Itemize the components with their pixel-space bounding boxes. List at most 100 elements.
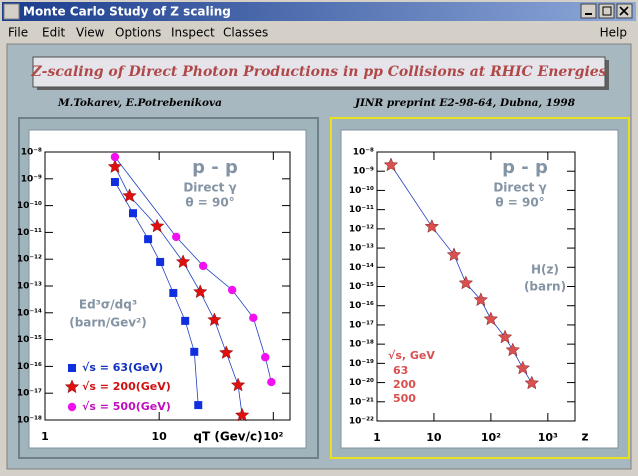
menu-item[interactable]: File [8,26,28,40]
data-point [219,345,234,359]
y-axis-label: Ed³σ/dq³ [79,298,137,312]
legend-label: √s = 63(GeV) [82,361,163,374]
y-tick-label: 10⁻¹⁰ [349,186,374,196]
legend-label: √s = 500(GeV) [82,400,171,413]
x-tick-label: 10 [152,430,168,443]
series-line [390,164,533,384]
legend-label: 63 [393,364,408,377]
menu-item[interactable]: Edit [42,26,66,40]
data-point [110,177,119,186]
y-axis-label: (barn/Gev²) [69,316,147,330]
data-point [169,288,178,297]
data-point [383,157,399,172]
legend-label: 200 [393,378,416,391]
data-point [110,152,120,162]
maximize-button[interactable] [598,3,615,19]
y-tick-label: 10⁻¹⁴ [349,263,374,273]
data-point [497,329,513,344]
data-point [156,257,165,266]
legend-label: 500 [393,392,416,405]
banner-title: Z-scaling of Direct Photon Productions i… [30,64,606,80]
data-point [181,316,190,325]
data-point [150,218,165,233]
banner [32,56,606,88]
data-point [515,360,530,375]
data-point [190,347,199,356]
y-tick-label: 10⁻¹³ [349,244,374,254]
title-bar [2,2,636,21]
y-tick-label: 10⁻¹⁸ [17,416,42,426]
window-icon[interactable] [3,3,20,20]
y-tick-label: 10⁻¹⁵ [17,335,42,345]
y-tick-label: 10⁻²² [349,417,374,427]
data-point [207,312,222,327]
data-point [524,375,539,390]
annotation: θ = 90° [495,196,544,210]
data-point [122,188,137,203]
window-buttons [580,3,633,19]
data-point [107,159,123,173]
data-point [505,342,520,357]
y-tick-label: 10⁻¹³ [17,282,42,292]
data-point [483,311,498,326]
legend-label: √s = 200(GeV) [82,380,171,393]
annotation: θ = 90° [185,196,234,210]
plot-background [340,129,619,449]
x-tick-label: 10² [481,431,501,444]
data-point [230,377,246,392]
y-tick-label: 10⁻¹⁶ [17,362,42,372]
data-point [67,402,77,412]
menu-item[interactable]: Inspect [171,26,215,40]
data-point [68,364,76,372]
data-point [198,261,208,271]
x-axis-label: z [582,430,589,444]
close-icon [619,6,629,16]
y-tick-label: 10⁻²¹ [349,397,374,407]
data-point [193,284,208,299]
x-tick-label: 10 [426,431,442,444]
annotation: Direct γ [183,181,236,195]
preprint: JINR preprint E2-98-64, Dubna, 1998 [353,97,576,109]
y-tick-label: 10⁻¹⁵ [349,282,374,292]
y-axis-label: H(z) [531,263,559,277]
window-title: Monte Carlo Study of Z scaling [23,5,231,19]
annotation: p - p [502,157,548,178]
data-point [171,232,181,242]
y-tick-label: 10⁻⁹ [353,167,374,177]
data-point [144,235,153,244]
menu-item[interactable]: Options [115,26,161,40]
maximize-icon [602,6,612,16]
legend-title: √s, GeV [388,349,435,362]
data-point [473,292,489,307]
data-point [261,353,270,362]
data-point [267,377,276,387]
data-point [446,247,462,262]
y-tick-label: 10⁻⁹ [21,174,42,184]
y-tick-label: 10⁻⁸ [21,148,42,158]
y-tick-label: 10⁻¹⁰ [17,201,42,211]
annotation: Direct γ [493,181,546,195]
data-point [64,379,80,394]
data-point [249,313,258,323]
y-tick-label: 10⁻¹⁴ [17,308,42,318]
y-tick-label: 10⁻¹² [349,224,374,234]
data-point [458,275,474,290]
menu-item[interactable]: Help [600,26,627,40]
y-tick-label: 10⁻²⁰ [349,378,374,388]
x-tick-label: 1 [373,431,381,444]
data-point [128,209,137,218]
y-tick-label: 10⁻⁸ [353,148,374,158]
y-axis-label: (barn) [524,280,566,294]
y-tick-label: 10⁻¹⁷ [349,320,374,330]
minimize-button[interactable] [580,3,597,19]
plot-background [28,129,307,449]
x-axis-label: qT (Gev/c) [193,430,262,444]
y-tick-label: 10⁻¹⁹ [349,359,374,369]
data-point [194,401,203,410]
menu-item[interactable]: Classes [223,26,268,40]
menu-item[interactable]: View [76,26,105,40]
data-point [175,254,191,269]
x-tick-label: 1 [41,430,49,443]
y-tick-label: 10⁻¹¹ [17,228,42,238]
